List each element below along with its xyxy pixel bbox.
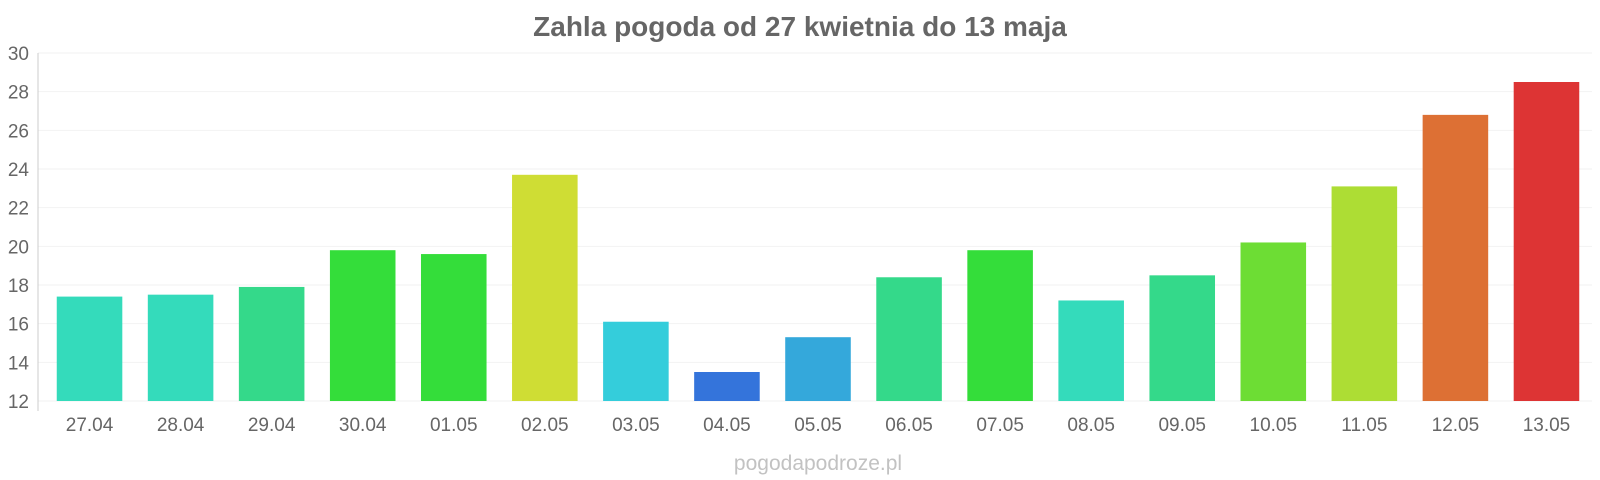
bar-01.05 [420,254,487,401]
y-tick-label: 12 [8,392,29,413]
chart-title: Zahla pogoda od 27 kwietnia do 13 maja [533,11,1067,42]
y-tick-label: 16 [8,315,29,336]
bar-13.05 [1513,82,1580,401]
bar-29.04 [238,286,305,401]
bar-03.05 [603,321,669,401]
footer-watermark: pogodapodroze.pl [734,452,902,475]
x-tick-label: 30.04 [339,415,387,436]
bar-28.04 [147,294,214,401]
x-tick-label: 08.05 [1067,415,1115,436]
bar-27.04 [56,296,123,401]
y-tick-label: 28 [8,83,29,104]
x-tick-label: 05.05 [794,415,842,436]
bar-12.05 [1422,114,1489,401]
bar-06.05 [876,277,942,401]
y-tick-label: 24 [8,160,30,181]
x-tick-label: 01.05 [430,415,478,436]
bar-08.05 [1058,300,1124,401]
y-tick-label: 26 [8,121,29,142]
bar-07.05 [967,250,1033,401]
bar-04.05 [694,372,760,401]
x-tick-label: 02.05 [521,415,569,436]
bar-10.05 [1240,242,1307,401]
x-tick-label: 12.05 [1432,415,1480,436]
y-tick-label: 20 [8,237,29,258]
x-tick-label: 11.05 [1341,415,1387,436]
x-tick-label: 28.04 [157,415,205,436]
y-tick-label: 22 [8,199,29,220]
y-tick-label: 30 [8,44,29,65]
x-tick-label: 10.05 [1250,415,1298,436]
bar-05.05 [785,337,851,401]
x-tick-label: 09.05 [1158,415,1206,436]
bar-02.05 [512,174,578,401]
y-tick-label: 14 [8,353,30,374]
x-tick-label: 07.05 [976,415,1024,436]
y-tick-label: 18 [8,276,29,297]
x-tick-label: 13.05 [1523,415,1571,436]
bar-11.05 [1331,186,1398,401]
bar-30.04 [329,250,396,401]
x-tick-labels: 27.04 28.04 29.04 30.04 01.05 02.05 03.05 04.05… [66,415,1570,436]
bars [56,82,1580,401]
bar-09.05 [1149,275,1216,401]
x-tick-label: 03.05 [612,415,660,436]
x-tick-label: 29.04 [248,415,296,436]
y-tick-labels: 12 14 16 18 20 22 24 26 28 30 [8,44,30,413]
x-tick-label: 27.04 [66,415,114,436]
x-tick-label: 06.05 [885,415,933,436]
x-tick-label: 04.05 [703,415,751,436]
